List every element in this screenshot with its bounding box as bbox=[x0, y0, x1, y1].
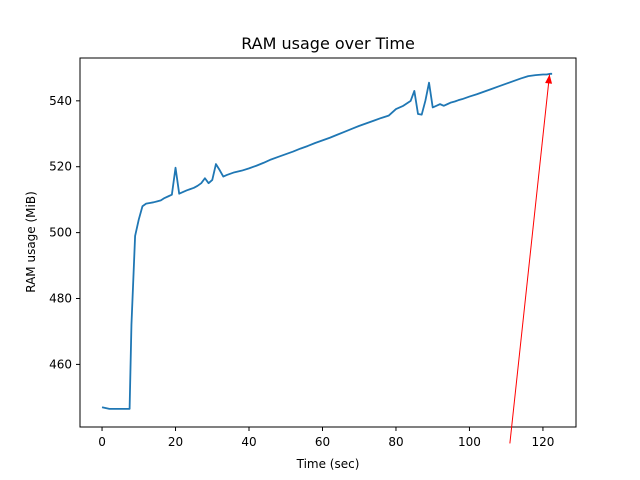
y-tick-label: 540 bbox=[49, 94, 72, 108]
y-tick-label: 500 bbox=[49, 226, 72, 240]
x-tick-label: 80 bbox=[388, 435, 403, 449]
annotation-layer bbox=[509, 74, 553, 444]
annotation-arrow-shaft bbox=[509, 74, 551, 444]
ram-usage-line bbox=[101, 72, 553, 410]
x-ticks: 0 20 40 60 80 100 120 bbox=[98, 427, 554, 449]
annotation-arrow-head bbox=[545, 74, 553, 84]
x-tick-label: 20 bbox=[168, 435, 183, 449]
x-tick-label: 100 bbox=[458, 435, 481, 449]
x-tick-label: 60 bbox=[315, 435, 330, 449]
y-tick-label: 480 bbox=[49, 292, 72, 306]
y-axis-label: RAM usage (MiB) bbox=[24, 191, 38, 293]
title-group: RAM usage over Time bbox=[241, 34, 415, 53]
y-ticks: 460 480 500 520 540 bbox=[49, 94, 80, 371]
x-tick-label: 0 bbox=[98, 435, 106, 449]
plot-layer bbox=[101, 72, 553, 410]
x-axis-label: Time (sec) bbox=[296, 457, 360, 471]
axes-layer bbox=[79, 57, 577, 428]
plot-frame bbox=[79, 57, 577, 428]
y-tick-label: 460 bbox=[49, 357, 72, 371]
y-tick-label: 520 bbox=[49, 160, 72, 174]
chart-title: RAM usage over Time bbox=[241, 34, 415, 53]
x-tick-label: 120 bbox=[531, 435, 554, 449]
x-tick-label: 40 bbox=[241, 435, 256, 449]
